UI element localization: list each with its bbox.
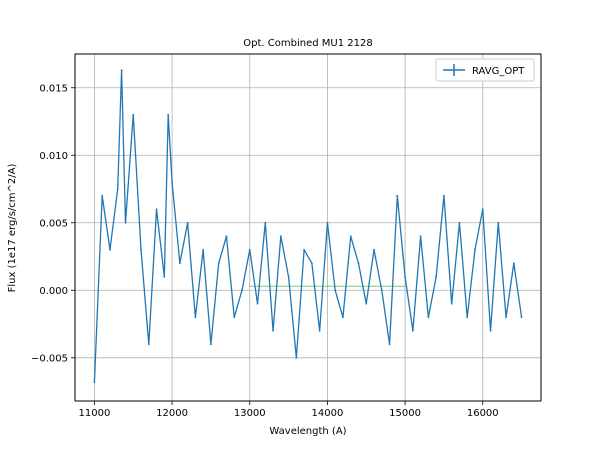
y-tick-label: 0.005 <box>39 218 68 229</box>
data-point <box>256 302 259 305</box>
data-point <box>334 289 337 292</box>
y-tick-label: −0.005 <box>31 353 68 364</box>
legend-box <box>435 58 535 82</box>
data-point <box>481 208 484 211</box>
y-axis-ticks: −0.005 0.000 0.005 0.010 0.015 <box>31 83 75 364</box>
legend-label: RAVG_OPT <box>472 66 525 77</box>
data-point <box>373 248 375 251</box>
data-point <box>443 194 445 197</box>
series-line <box>93 69 523 383</box>
x-tick-label: 11000 <box>79 408 111 419</box>
data-point <box>132 113 135 116</box>
data-point <box>497 221 500 224</box>
y-axis-label: Flux (1e17 erg/s/cm^2/A) <box>7 164 18 293</box>
data-point <box>93 381 96 383</box>
data-point <box>489 329 492 332</box>
data-point <box>109 248 111 251</box>
data-point <box>147 343 150 346</box>
plot-area <box>93 69 523 383</box>
y-tick-label: 0.015 <box>39 83 68 94</box>
data-point <box>365 302 368 305</box>
data-point <box>116 188 119 190</box>
data-point <box>419 235 422 238</box>
data-point <box>380 289 383 292</box>
data-point <box>279 235 282 238</box>
data-point <box>396 194 399 197</box>
x-tick-label: 16000 <box>467 408 499 419</box>
data-point <box>326 221 329 224</box>
data-point <box>264 221 267 224</box>
data-point <box>163 275 166 278</box>
data-point <box>101 194 104 197</box>
y-tick-label: 0.010 <box>39 151 68 162</box>
data-point <box>186 221 189 224</box>
data-point <box>303 248 306 251</box>
data-point <box>171 181 173 184</box>
data-point <box>458 221 461 224</box>
data-point <box>474 248 476 251</box>
data-point <box>310 262 313 265</box>
data-point <box>404 275 406 278</box>
data-point <box>272 329 274 332</box>
data-point <box>241 289 243 292</box>
data-point <box>155 208 158 211</box>
x-tick-label: 15000 <box>389 408 421 419</box>
data-point <box>512 262 515 265</box>
data-point <box>178 262 181 265</box>
data-point <box>388 343 391 346</box>
data-point <box>435 275 438 278</box>
data-point <box>411 329 414 332</box>
legend: RAVG_OPT <box>435 58 535 82</box>
grid-lines <box>75 54 541 401</box>
data-point <box>357 262 360 265</box>
data-point <box>342 316 344 319</box>
data-point <box>427 316 430 319</box>
x-tick-label: 14000 <box>312 408 344 419</box>
data-point <box>466 316 469 319</box>
data-point <box>225 235 228 238</box>
x-axis-label: Wavelength (A) <box>269 426 346 437</box>
data-point <box>217 262 220 265</box>
y-tick-label: 0.000 <box>39 286 68 297</box>
data-point <box>233 316 236 319</box>
x-tick-label: 13000 <box>234 408 266 419</box>
data-point <box>505 316 507 319</box>
data-point <box>120 69 123 72</box>
x-tick-label: 12000 <box>156 408 188 419</box>
data-point <box>349 235 352 238</box>
x-axis-ticks: 11000 12000 13000 14000 15000 16000 <box>79 401 499 419</box>
data-point <box>318 329 321 332</box>
data-point <box>167 113 170 116</box>
data-point <box>295 356 298 359</box>
data-point <box>248 248 251 251</box>
data-point <box>520 316 523 319</box>
data-point <box>140 248 142 251</box>
data-point <box>287 275 290 278</box>
data-point <box>194 316 197 319</box>
data-point <box>124 221 127 224</box>
chart-title: Opt. Combined MU1 2128 <box>243 38 372 49</box>
data-point <box>202 248 205 251</box>
axes-frame <box>74 53 542 402</box>
data-point <box>450 302 453 305</box>
data-point <box>210 343 212 346</box>
